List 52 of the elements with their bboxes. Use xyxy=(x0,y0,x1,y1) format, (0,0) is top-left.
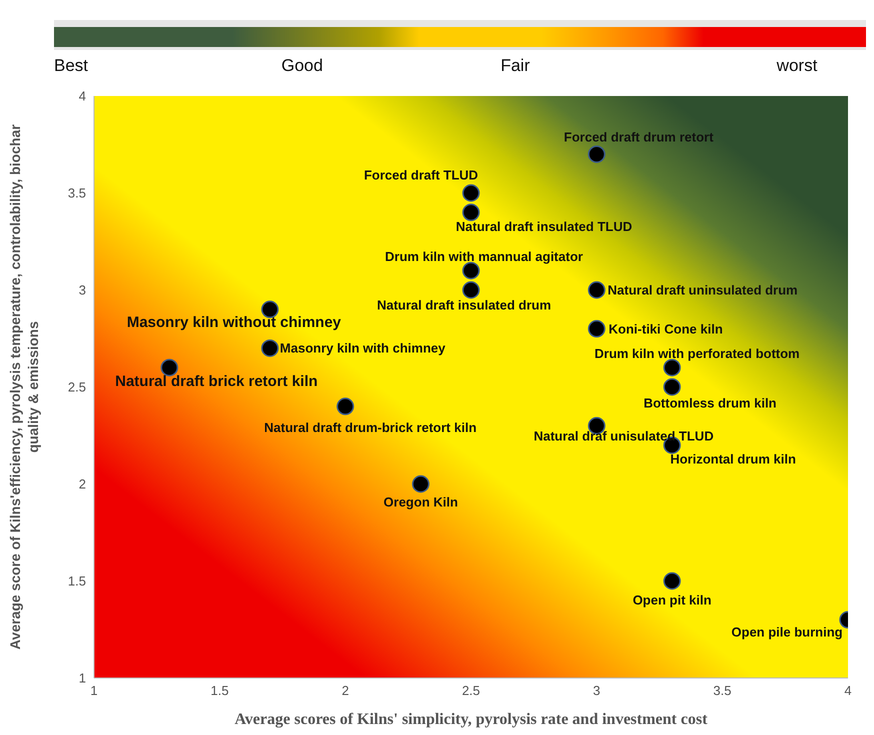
annotation: Natural draft insulated TLUD xyxy=(456,218,632,234)
y-tick-label: 3 xyxy=(78,282,86,298)
text: worst xyxy=(776,56,818,76)
annotation: Bottomless drum kiln xyxy=(644,396,777,410)
annotation: Natural draft uninsulated drum xyxy=(608,282,798,298)
point xyxy=(588,281,606,299)
point xyxy=(462,184,480,202)
annotation: Forced draft TLUD xyxy=(364,168,478,182)
x-tick-label: 4 xyxy=(844,683,852,698)
y-axis-title: Average score of Kilns'efficiency, pyrolysis temperature, controlability, biochar quality & emissions xyxy=(6,123,42,652)
annotation: Natural draft insulated drum xyxy=(376,298,552,312)
point xyxy=(462,281,480,299)
point xyxy=(588,145,606,163)
y-tick-label: 1 xyxy=(78,670,86,686)
point xyxy=(412,475,430,493)
y-tick-label: 2.5 xyxy=(68,380,86,395)
annotation: Open pile burning xyxy=(731,624,843,640)
annotation: Natural draft brick retort kiln xyxy=(115,373,318,390)
annotation: Natural draft drum-brick retort kiln xyxy=(264,420,477,435)
y-tick-label: 3.5 xyxy=(68,186,86,201)
point xyxy=(588,320,606,338)
text: Good xyxy=(281,56,323,76)
x-axis-title: Average scores of Kilns' simplicity, pyrolysis rate and investment cost xyxy=(234,711,708,728)
annotation: Masonry kiln without chimney xyxy=(126,314,342,331)
point xyxy=(663,378,681,396)
annotation: Natural draf unisulated TLUD xyxy=(534,428,714,444)
point xyxy=(261,339,279,357)
text: Fair xyxy=(500,56,530,76)
point xyxy=(663,572,681,590)
annotation: Oregon Kiln xyxy=(384,494,458,510)
y-tick-label: 2 xyxy=(78,476,86,492)
x-tick-label: 1.5 xyxy=(210,683,229,698)
annotation: Drum kiln with mannual agitator xyxy=(385,249,583,264)
text: Best xyxy=(54,56,88,76)
annotation: Drum kiln with perforated bottom xyxy=(594,346,800,362)
point xyxy=(336,398,354,416)
x-tick-label: 2.5 xyxy=(462,683,480,698)
annotation: Open pit kiln xyxy=(632,592,712,608)
x-tick-label: 2 xyxy=(342,683,349,698)
annotation: Forced draft drum retort xyxy=(564,130,714,145)
point xyxy=(462,262,480,280)
point xyxy=(462,204,480,222)
x-tick-label: 3 xyxy=(593,683,600,698)
x-tick-label: 1 xyxy=(90,683,98,698)
x-tick-label: 3.5 xyxy=(713,683,732,698)
annotation: Koni-tiki Cone kiln xyxy=(608,321,723,336)
y-tick-label: 4 xyxy=(78,88,86,104)
point xyxy=(160,358,178,376)
y-tick-label: 1.5 xyxy=(68,574,86,589)
annotation: Horizontal drum kiln xyxy=(670,452,796,467)
annotation: Masonry kiln with chimney xyxy=(280,340,446,356)
point xyxy=(663,358,681,376)
